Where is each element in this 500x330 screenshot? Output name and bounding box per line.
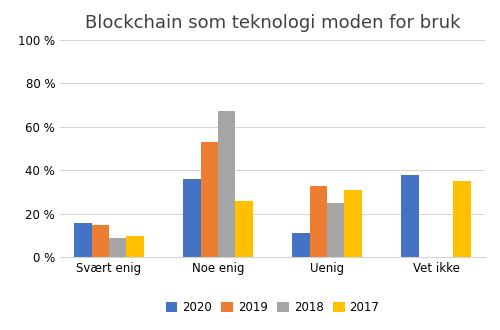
- Bar: [236, 201, 253, 257]
- Bar: [327, 203, 344, 257]
- Bar: [126, 236, 144, 257]
- Bar: [109, 238, 126, 257]
- Bar: [92, 225, 109, 257]
- Bar: [183, 179, 200, 257]
- Bar: [200, 142, 218, 257]
- Bar: [292, 233, 310, 257]
- Bar: [218, 112, 236, 257]
- Title: Blockchain som teknologi moden for bruk: Blockchain som teknologi moden for bruk: [85, 15, 460, 32]
- Bar: [344, 190, 362, 257]
- Bar: [74, 222, 92, 257]
- Bar: [454, 181, 471, 257]
- Bar: [401, 175, 418, 257]
- Bar: [310, 185, 327, 257]
- Legend: 2020, 2019, 2018, 2017: 2020, 2019, 2018, 2017: [161, 296, 384, 318]
